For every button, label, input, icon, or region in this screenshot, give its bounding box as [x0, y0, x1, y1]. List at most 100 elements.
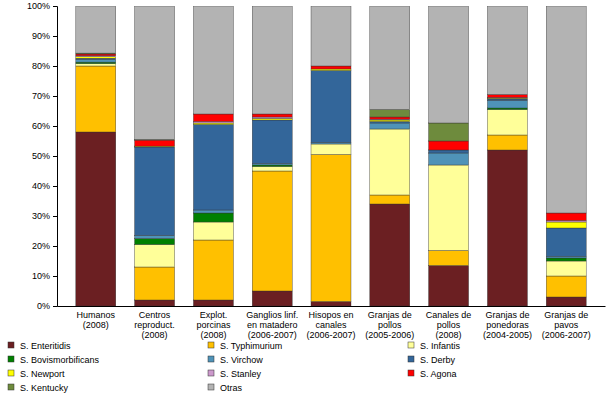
- bar-segment: [311, 66, 351, 69]
- tick: 60%: [32, 121, 57, 131]
- tick: 50%: [32, 151, 57, 161]
- tick-label: 70%: [32, 91, 50, 101]
- tick: Humanos(2008): [77, 310, 116, 330]
- bar-segment: [370, 204, 410, 306]
- bar-segment: [546, 228, 586, 257]
- bar-segment: [76, 58, 116, 60]
- bar-segment: [76, 62, 116, 64]
- tick: Ganglios linf.en matadero(2006-2007): [246, 310, 298, 340]
- bar-segment: [193, 123, 233, 125]
- bar-segment: [370, 195, 410, 204]
- tick-label: 100%: [27, 1, 50, 11]
- legend-swatch: [408, 356, 414, 362]
- bars: [76, 6, 586, 306]
- bar-segment: [76, 57, 116, 59]
- tick-mark: [53, 126, 57, 127]
- legend-label: Otras: [220, 383, 243, 393]
- tick-mark: [53, 186, 57, 187]
- tick-label: 60%: [32, 121, 50, 131]
- axis-line: [58, 306, 606, 307]
- bar-segment: [135, 147, 175, 236]
- legend-item: S. Bovismorbificans: [8, 355, 100, 365]
- bar-segment: [311, 6, 351, 66]
- bar-segment: [135, 6, 175, 140]
- legend-label: S. Newport: [20, 369, 65, 379]
- tick-label: 0%: [37, 301, 50, 311]
- legend-item: S. Kentucky: [8, 383, 69, 393]
- bar-segment: [370, 110, 410, 118]
- bar-segment: [193, 125, 233, 211]
- bar-segment: [429, 150, 469, 153]
- category-label: Canales depollos(2008): [426, 310, 472, 340]
- bar-segment: [135, 236, 175, 239]
- tick: Explot.porcinas(2008): [196, 310, 231, 340]
- tick-mark: [53, 36, 57, 37]
- tick: Granjas depavos(2006-2007): [542, 310, 591, 340]
- legend-swatch: [208, 370, 214, 376]
- bar-segment: [193, 114, 233, 122]
- legend-item: Otras: [208, 383, 243, 393]
- tick-label: 50%: [32, 151, 50, 161]
- tick-mark: [53, 96, 57, 97]
- bar-segment: [546, 6, 586, 213]
- legend-label: S. Bovismorbificans: [20, 355, 100, 365]
- tick-mark: [53, 156, 57, 157]
- bar-segment: [252, 167, 292, 172]
- bar-segment: [487, 110, 527, 136]
- bar-segment: [311, 302, 351, 307]
- bar-segment: [487, 101, 527, 109]
- category-label: Centrosreproduct.(2008): [134, 310, 175, 340]
- category-label: Explot.porcinas(2008): [196, 310, 231, 340]
- bar-segment: [252, 117, 292, 119]
- legend-item: S. Newport: [8, 369, 65, 379]
- bar-segment: [193, 222, 233, 240]
- category-label: Granjas deponedoras(2004-2005): [483, 310, 532, 340]
- legend-label: S. Enteritidis: [20, 341, 71, 351]
- tick-mark: [53, 216, 57, 217]
- bar-segment: [487, 95, 527, 98]
- bar-segment: [487, 135, 527, 150]
- legend-item: S. Derby: [408, 355, 456, 365]
- tick: 20%: [32, 241, 57, 251]
- bar-segment: [429, 266, 469, 307]
- bar-segment: [546, 213, 586, 221]
- chart: 0%10%20%30%40%50%60%70%80%90%100%Humanos…: [0, 0, 610, 395]
- bar-segment: [252, 171, 292, 291]
- tick-label: 20%: [32, 241, 50, 251]
- bar-segment: [252, 164, 292, 166]
- bar-segment: [370, 122, 410, 124]
- bar-segment: [370, 120, 410, 122]
- x-axis: Humanos(2008) Centrosreproduct.(2008) Expl…: [58, 307, 606, 341]
- bar-segment: [252, 119, 292, 121]
- bar-segment: [370, 117, 410, 119]
- tick-mark: [53, 306, 57, 307]
- bar-segment: [193, 122, 233, 124]
- tick: 80%: [32, 61, 57, 71]
- bar-segment: [311, 155, 351, 302]
- axis-line: [53, 7, 58, 307]
- bar-segment: [429, 153, 469, 165]
- bar-segment: [546, 297, 586, 306]
- bar-segment: [135, 239, 175, 245]
- legend-swatch: [8, 342, 14, 348]
- category-label: Granjas depollos(2005-2006): [365, 310, 414, 340]
- legend-swatch: [208, 356, 214, 362]
- legend-swatch: [8, 384, 14, 390]
- legend-swatch: [208, 384, 214, 390]
- bar-segment: [487, 6, 527, 95]
- bar-segment: [546, 261, 586, 276]
- tick: 30%: [32, 211, 57, 221]
- bar-segment: [76, 60, 116, 62]
- legend-label: S. Agona: [420, 369, 457, 379]
- bar-segment: [429, 165, 469, 251]
- legend-swatch: [408, 370, 414, 376]
- tick: 90%: [32, 31, 57, 41]
- legend-label: S. Kentucky: [20, 383, 69, 393]
- tick: Canales depollos(2008): [426, 310, 472, 340]
- legend-item: S. Virchow: [208, 355, 263, 365]
- tick: 0%: [37, 301, 57, 311]
- bar-segment: [546, 257, 586, 259]
- legend-label: S. Infantis: [420, 341, 461, 351]
- tick: 100%: [27, 1, 57, 11]
- bar-segment: [370, 123, 410, 129]
